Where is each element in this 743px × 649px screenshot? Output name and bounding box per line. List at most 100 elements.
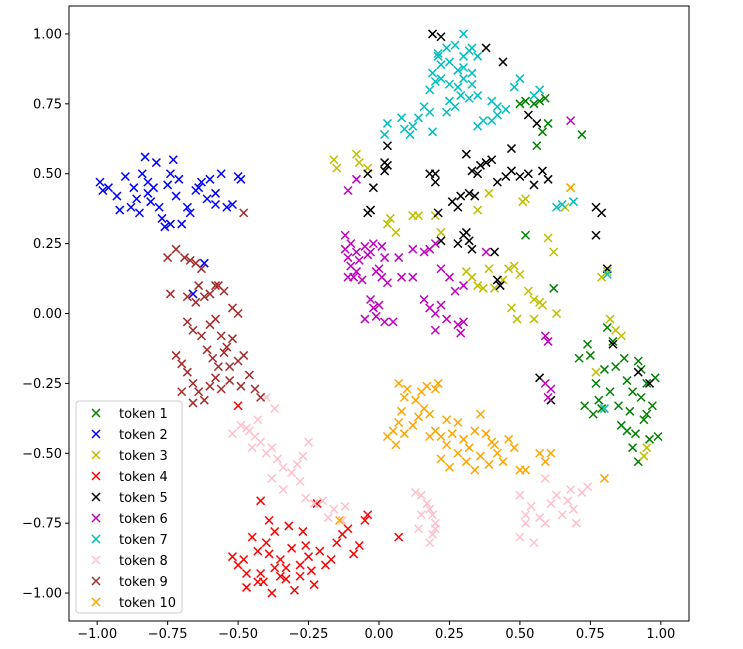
data-point bbox=[366, 294, 376, 305]
data-point bbox=[552, 490, 562, 500]
data-point bbox=[523, 110, 533, 120]
data-point bbox=[185, 255, 195, 265]
legend-marker bbox=[91, 555, 101, 565]
data-point bbox=[481, 429, 491, 439]
data-point bbox=[287, 543, 297, 553]
legend-item: token 4 bbox=[91, 470, 168, 485]
data-point bbox=[394, 417, 404, 428]
data-point bbox=[202, 194, 212, 204]
data-point bbox=[270, 404, 280, 414]
data-point bbox=[98, 185, 108, 196]
data-point bbox=[140, 152, 150, 162]
data-point bbox=[425, 538, 435, 548]
data-point bbox=[196, 264, 206, 274]
data-point bbox=[473, 281, 483, 291]
data-point bbox=[363, 208, 373, 218]
series-1 bbox=[515, 93, 663, 467]
legend-item: token 7 bbox=[91, 533, 168, 548]
data-point bbox=[430, 524, 440, 534]
data-point bbox=[647, 401, 657, 411]
legend-label: token 10 bbox=[119, 596, 176, 611]
data-point bbox=[351, 247, 361, 257]
data-point bbox=[134, 208, 144, 218]
data-point bbox=[425, 431, 435, 442]
data-point bbox=[580, 401, 590, 411]
data-point bbox=[616, 331, 626, 341]
data-point bbox=[411, 395, 421, 405]
x-tick-label: 0.75 bbox=[576, 627, 605, 642]
data-point bbox=[180, 253, 190, 263]
data-point bbox=[304, 552, 314, 562]
data-point bbox=[521, 465, 531, 475]
y-tick-label: 0.50 bbox=[33, 167, 62, 182]
data-point bbox=[473, 121, 483, 131]
x-tick-label: 0.25 bbox=[435, 627, 464, 642]
data-point bbox=[515, 74, 525, 84]
data-point bbox=[605, 314, 615, 324]
data-point bbox=[642, 443, 652, 453]
data-point bbox=[583, 482, 593, 492]
legend-label: token 7 bbox=[119, 533, 168, 548]
legend-box bbox=[75, 400, 183, 614]
data-point bbox=[267, 473, 277, 483]
data-point bbox=[363, 510, 373, 520]
data-point bbox=[473, 51, 483, 61]
data-point bbox=[419, 102, 429, 112]
series-6 bbox=[340, 116, 576, 402]
data-point bbox=[329, 504, 339, 514]
data-point bbox=[205, 289, 215, 299]
data-point bbox=[154, 202, 164, 212]
legend-item: token 2 bbox=[91, 428, 168, 443]
data-point bbox=[475, 160, 485, 170]
data-point bbox=[430, 76, 440, 87]
data-point bbox=[444, 79, 454, 89]
data-point bbox=[233, 401, 243, 411]
data-point bbox=[399, 392, 409, 402]
data-point bbox=[625, 406, 635, 416]
data-point bbox=[442, 415, 452, 425]
data-point bbox=[236, 174, 246, 184]
legend-item: token 9 bbox=[91, 575, 168, 590]
data-point bbox=[430, 384, 440, 394]
data-point bbox=[642, 409, 652, 419]
data-point bbox=[515, 269, 525, 279]
data-point bbox=[583, 339, 593, 349]
data-point bbox=[211, 199, 221, 210]
legend-label: token 6 bbox=[119, 512, 168, 527]
data-point bbox=[526, 501, 536, 511]
y-tick-label: 0.25 bbox=[33, 237, 62, 252]
legend-marker bbox=[91, 408, 101, 418]
data-point bbox=[425, 303, 435, 313]
data-point bbox=[171, 191, 181, 201]
data-point bbox=[605, 387, 615, 397]
data-point bbox=[163, 253, 173, 263]
data-point bbox=[490, 440, 500, 450]
data-point bbox=[112, 191, 122, 201]
data-point bbox=[267, 443, 277, 453]
data-point bbox=[453, 239, 463, 249]
data-point bbox=[199, 258, 209, 268]
data-point bbox=[543, 336, 553, 346]
data-point bbox=[351, 149, 361, 159]
data-point bbox=[182, 367, 192, 377]
data-point bbox=[459, 434, 469, 444]
data-point bbox=[419, 294, 429, 305]
data-point bbox=[642, 378, 652, 388]
data-point bbox=[447, 429, 457, 439]
data-point bbox=[343, 272, 353, 282]
data-point bbox=[481, 247, 491, 257]
legend-item: token 10 bbox=[91, 596, 176, 611]
data-point bbox=[413, 113, 423, 123]
data-point bbox=[473, 205, 483, 215]
data-point bbox=[464, 93, 474, 103]
data-point bbox=[428, 127, 438, 137]
data-point bbox=[394, 532, 404, 542]
data-point bbox=[633, 367, 643, 377]
data-point bbox=[549, 283, 559, 293]
legend-marker bbox=[91, 534, 101, 544]
data-point bbox=[363, 169, 373, 179]
data-point bbox=[394, 378, 404, 388]
data-point bbox=[408, 121, 418, 131]
data-point bbox=[416, 510, 426, 520]
data-point bbox=[633, 356, 643, 366]
